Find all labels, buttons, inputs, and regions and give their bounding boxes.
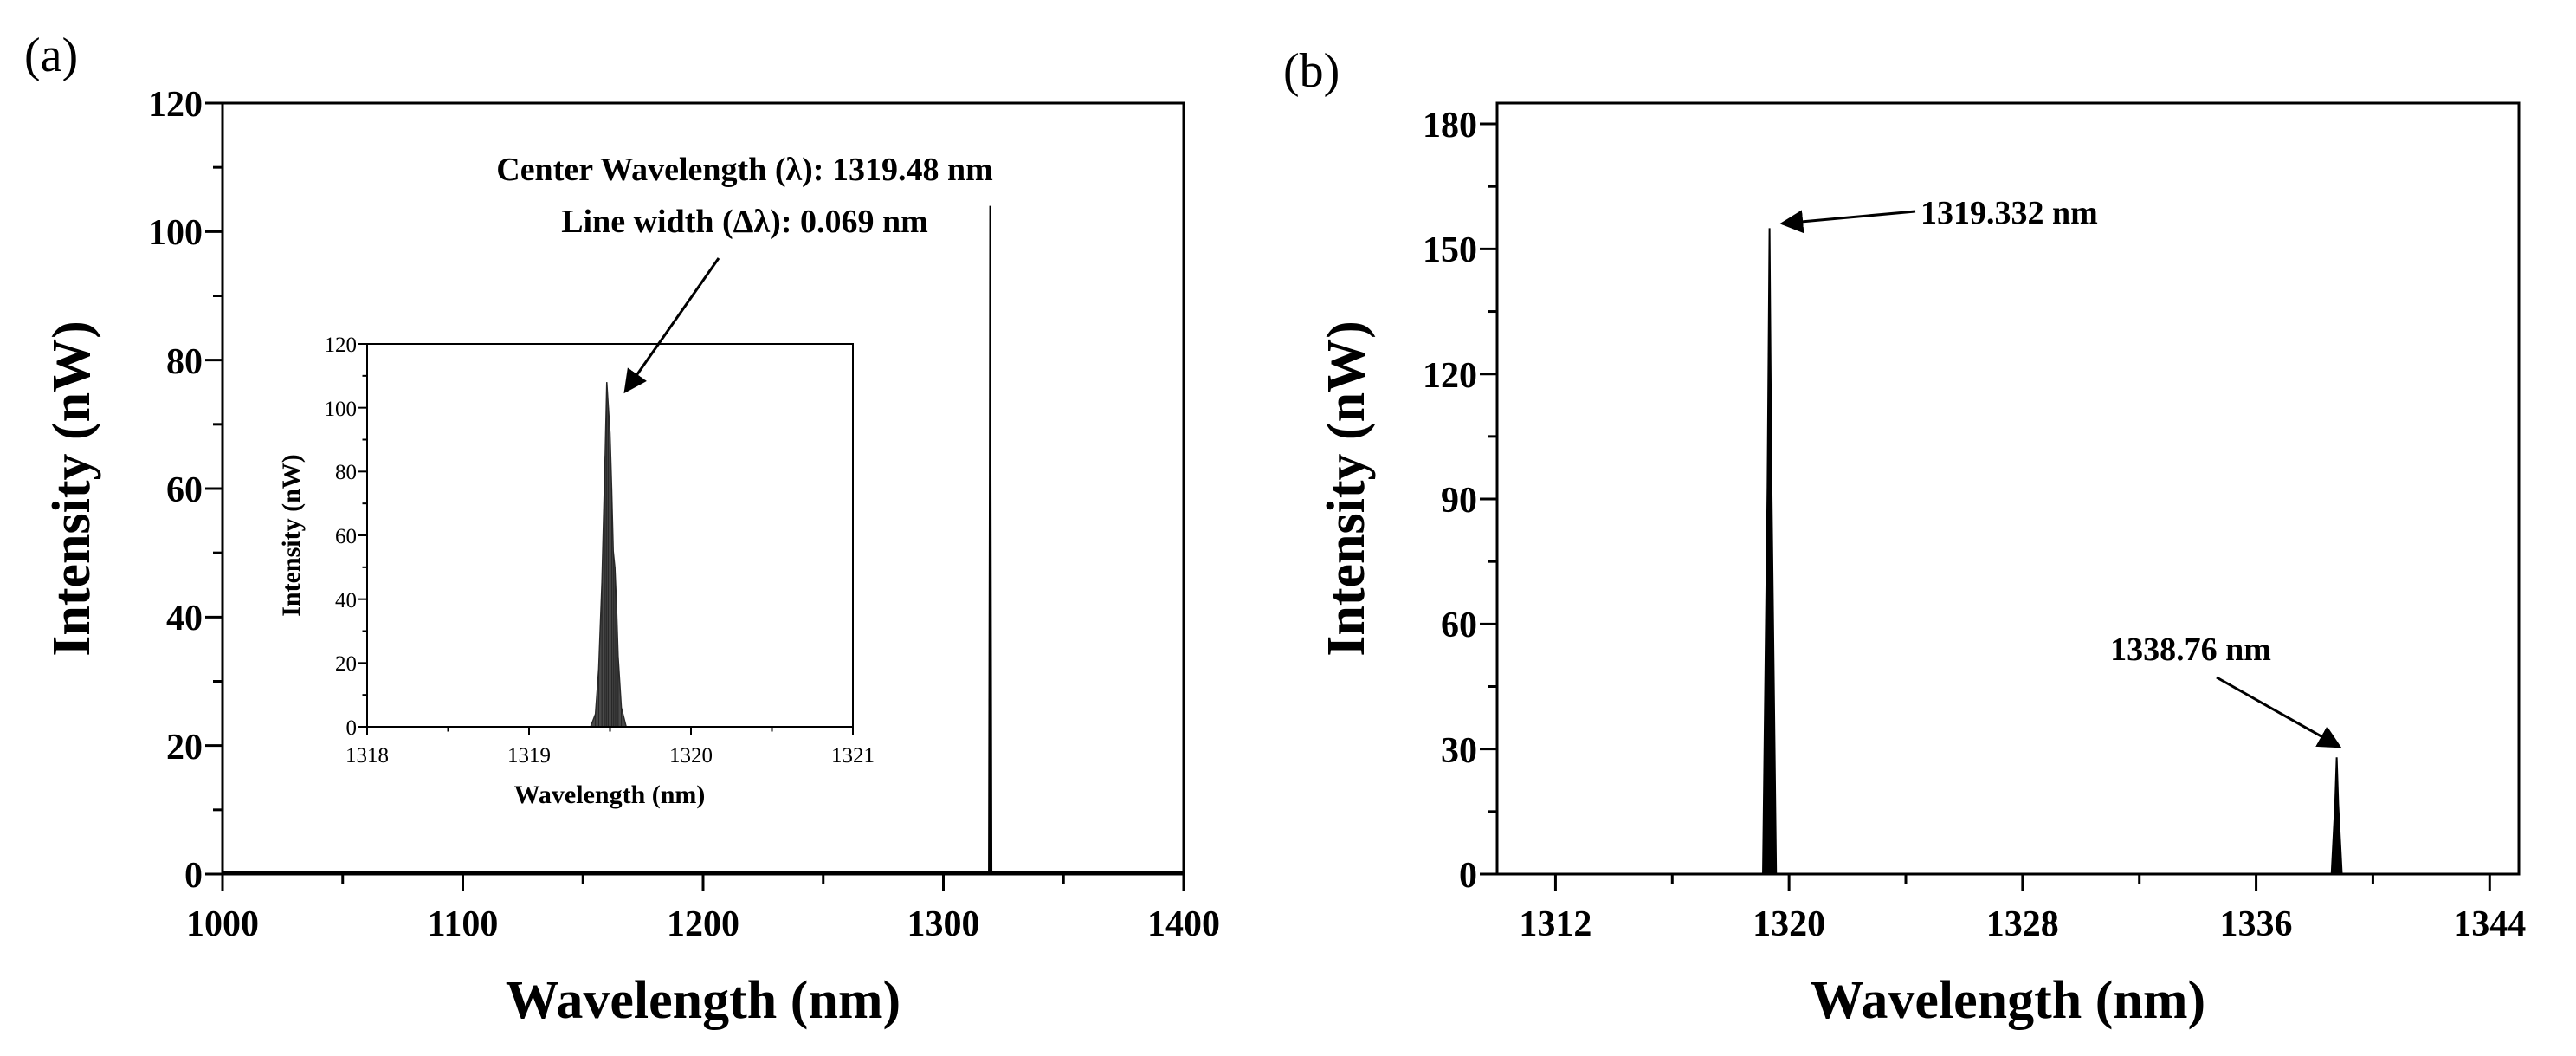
panel-a: (a) 1000 1100 1200 1300 1400 0 20 40 60 … — [24, 29, 1220, 1030]
panel-a-x-tick-label: 1300 — [907, 904, 980, 944]
panel-b-x-tick-label: 1320 — [1753, 904, 1825, 944]
inset-x-tick-labels: 1318 1319 1320 1321 — [345, 744, 875, 768]
inset-y-tick-label: 120 — [325, 334, 358, 357]
panel-a-x-tick-label: 1200 — [667, 904, 739, 944]
panel-b-y-tick-label: 60 — [1441, 606, 1477, 645]
panel-b-x-tick-labels: 1312 1320 1328 1336 1344 — [1519, 904, 2526, 944]
panel-b-data-layer — [1497, 228, 2519, 876]
panel-b-y-axis-title: Intensity (nW) — [1317, 321, 1376, 657]
panel-b-y-tick-label: 90 — [1441, 481, 1477, 521]
panel-b-x-axis-title: Wavelength (nm) — [1811, 971, 2205, 1030]
panel-a-y-tick-label: 80 — [166, 342, 203, 382]
panel-a-inset: 1318 1319 1320 1321 0 20 40 60 80 100 12… — [277, 334, 875, 809]
panel-a-y-tick-labels: 0 20 40 60 80 100 120 — [148, 85, 203, 896]
inset-y-axis-title: Intensity (nW) — [277, 454, 306, 617]
panel-a-y-tick-label: 100 — [148, 213, 203, 253]
panel-b-x-tick-label: 1312 — [1519, 904, 1591, 944]
panel-b-peak-1 — [1762, 228, 1778, 875]
panel-b-ticks — [1480, 122, 2491, 891]
panel-b-annotation-peak-2: 1338.76 nm — [2110, 632, 2271, 668]
inset-ticks — [358, 343, 854, 735]
panel-a-peak-1 — [988, 205, 993, 875]
panel-b-peak-2 — [2330, 757, 2343, 875]
panel-a-y-tick-label: 60 — [166, 470, 203, 510]
inset-y-tick-label: 100 — [325, 398, 358, 421]
panel-a-x-tick-labels: 1000 1100 1200 1300 1400 — [186, 904, 1220, 944]
panel-b-label: (b) — [1283, 44, 1340, 98]
inset-x-tick-label: 1318 — [345, 744, 389, 768]
panel-a-annotation-line-width: Line width (Δλ): 0.069 nm — [561, 204, 928, 240]
inset-y-tick-label: 60 — [335, 525, 357, 548]
panel-b-annotation-arrow-peak-1 — [1779, 210, 1916, 234]
inset-x-tick-label: 1320 — [669, 744, 713, 768]
panel-a-x-tick-label: 1400 — [1147, 904, 1220, 944]
inset-y-tick-label: 0 — [346, 716, 358, 740]
panel-b-annotation-peak-1: 1319.332 nm — [1921, 195, 2098, 231]
inset-y-tick-labels: 0 20 40 60 80 100 120 — [325, 334, 358, 740]
inset-y-tick-label: 40 — [335, 589, 357, 612]
inset-x-tick-label: 1319 — [507, 744, 551, 768]
panel-a-x-axis-title: Wavelength (nm) — [506, 971, 901, 1030]
panel-a-y-tick-label: 40 — [166, 599, 203, 638]
inset-x-axis-title: Wavelength (nm) — [514, 781, 706, 809]
inset-y-tick-label: 80 — [335, 461, 357, 484]
panel-a-y-axis-title: Intensity (nW) — [42, 321, 101, 657]
panel-a-annotation-arrow — [623, 257, 720, 394]
panel-b-y-tick-label: 0 — [1459, 856, 1477, 896]
panel-a-x-tick-label: 1100 — [428, 904, 499, 944]
panel-a-y-tick-label: 0 — [184, 856, 203, 896]
panel-b-y-tick-labels: 0 30 60 90 120 150 180 — [1423, 106, 1477, 896]
panel-b-y-tick-label: 150 — [1423, 230, 1477, 270]
panel-b-annotation-arrow-peak-2 — [2216, 676, 2342, 748]
panel-b-y-tick-label: 120 — [1423, 356, 1477, 396]
panel-a-y-tick-label: 120 — [148, 85, 203, 125]
panel-b-x-tick-label: 1344 — [2453, 904, 2526, 944]
panel-a-x-tick-label: 1000 — [186, 904, 259, 944]
inset-y-tick-label: 20 — [335, 652, 357, 676]
panel-a-y-tick-label: 20 — [166, 728, 203, 768]
panel-a-annotation-center-wavelength: Center Wavelength (λ): 1319.48 nm — [496, 152, 993, 188]
panel-b-plot-frame — [1495, 101, 2521, 876]
panel-b-x-tick-label: 1328 — [1986, 904, 2059, 944]
panel-a-label: (a) — [24, 29, 78, 82]
inset-data-layer — [367, 382, 853, 728]
inset-x-tick-label: 1321 — [831, 744, 875, 768]
panel-b-y-tick-label: 180 — [1423, 106, 1477, 146]
panel-b-y-tick-label: 30 — [1441, 731, 1477, 771]
panel-a-ticks — [205, 101, 1185, 891]
panel-b-x-tick-label: 1336 — [2220, 904, 2293, 944]
panel-b: (b) 1312 1320 1328 1336 1344 0 30 60 90 … — [1283, 44, 2526, 1030]
